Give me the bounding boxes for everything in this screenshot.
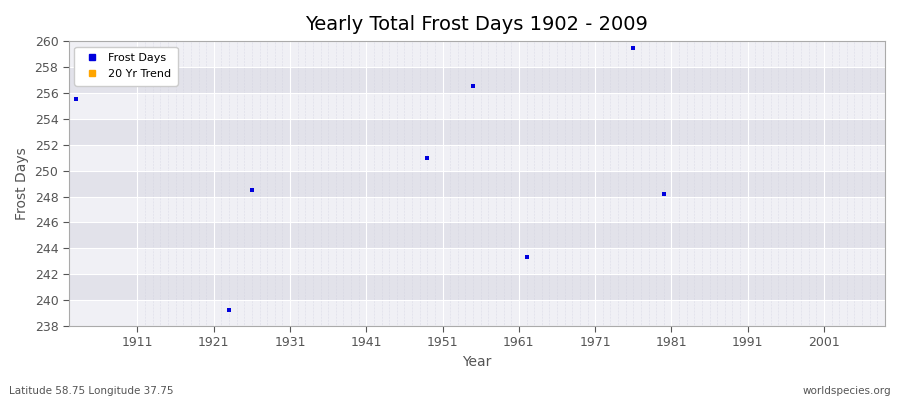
Point (221, 307, 236, 314)
Bar (68, 196, 885, 222)
Bar (68, 171, 885, 196)
Text: Latitude 58.75 Longitude 37.75: Latitude 58.75 Longitude 37.75 (9, 386, 174, 396)
Bar (68, 222, 885, 248)
Text: worldspecies.org: worldspecies.org (803, 386, 891, 396)
Point (466, 83, 481, 90)
Bar (68, 119, 885, 145)
Point (626, 44, 641, 51)
Bar (68, 93, 885, 119)
Title: Yearly Total Frost Days 1902 - 2009: Yearly Total Frost Days 1902 - 2009 (305, 15, 648, 34)
Bar (68, 274, 885, 300)
Point (69, 96, 84, 102)
X-axis label: Year: Year (463, 355, 491, 369)
Bar (68, 248, 885, 274)
Bar (68, 145, 885, 171)
Y-axis label: Frost Days: Frost Days (15, 147, 29, 220)
Point (519, 254, 534, 260)
Point (245, 187, 259, 193)
Bar (68, 41, 885, 67)
Bar (68, 67, 885, 93)
Legend: Frost Days, 20 Yr Trend: Frost Days, 20 Yr Trend (75, 47, 177, 86)
Point (420, 154, 435, 161)
Bar (68, 300, 885, 326)
Point (657, 191, 671, 197)
